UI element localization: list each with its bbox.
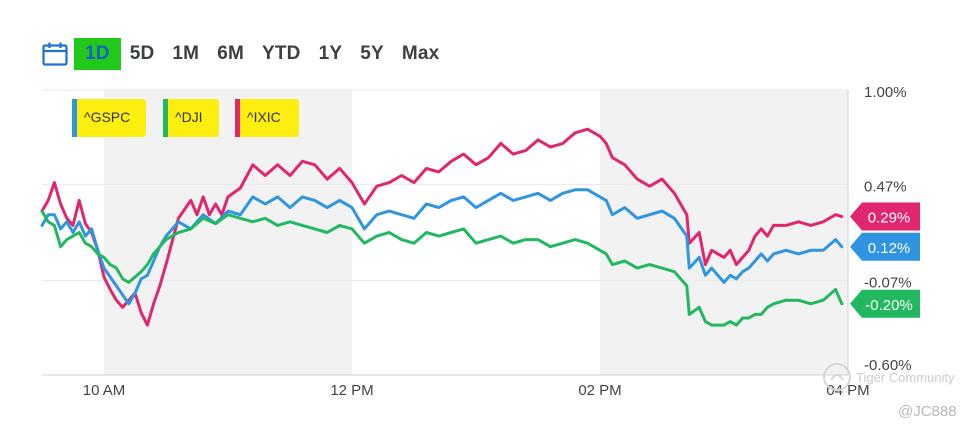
tiger-logo-icon	[823, 363, 851, 391]
last-value-label: -0.20%	[865, 297, 913, 314]
range-selector: 1D 5D 1M 6M YTD 1Y 5Y Max	[42, 38, 448, 70]
legend-swatch-gspc	[72, 99, 77, 137]
x-tick-label: 02 PM	[578, 382, 621, 399]
calendar-icon[interactable]	[42, 41, 70, 67]
range-1y-button[interactable]: 1Y	[318, 43, 343, 64]
session-band-0	[104, 90, 352, 375]
watermark-brand: Tiger Community	[856, 369, 955, 385]
range-1m-button[interactable]: 1M	[172, 43, 200, 64]
y-tick-label: -0.60%	[864, 357, 912, 374]
legend-label: ^GSPC	[84, 109, 130, 125]
last-value-badge-dji	[850, 289, 920, 318]
legend-label: ^IXIC	[247, 109, 281, 125]
last-value-badge-gspc	[850, 232, 920, 261]
range-1d-button[interactable]: 1D	[74, 38, 121, 70]
range-6m-button[interactable]: 6M	[217, 43, 244, 64]
y-tick-label: 0.47%	[864, 178, 907, 195]
series-line-gspc	[40, 188, 844, 306]
series-line-dji	[40, 209, 844, 327]
legend-chip-ixic	[235, 99, 299, 137]
x-tick-label: 10 AM	[83, 382, 126, 399]
last-value-badge-ixic	[850, 202, 920, 231]
session-band-1	[600, 90, 848, 375]
y-tick-label: 1.00%	[864, 84, 907, 101]
x-tick-label: 12 PM	[330, 382, 373, 399]
legend-chip-gspc	[72, 99, 146, 137]
x-tick-label: 04 PM	[826, 382, 869, 399]
legend-swatch-dji	[163, 99, 168, 137]
legend-label: ^DJI	[175, 109, 203, 125]
range-ytd-button[interactable]: YTD	[262, 43, 301, 64]
range-5y-button[interactable]: 5Y	[360, 43, 384, 64]
range-max-button[interactable]: Max	[401, 43, 440, 64]
watermark-handle: @JC888	[898, 403, 957, 420]
y-tick-label: -0.07%	[864, 275, 912, 292]
range-5d-button[interactable]: 5D	[129, 43, 155, 64]
watermark: Tiger Community	[822, 362, 954, 392]
legend-swatch-ixic	[235, 99, 240, 137]
last-value-label: 0.12%	[868, 240, 911, 257]
legend-chip-dji	[163, 99, 219, 137]
last-value-label: 0.29%	[868, 209, 911, 226]
